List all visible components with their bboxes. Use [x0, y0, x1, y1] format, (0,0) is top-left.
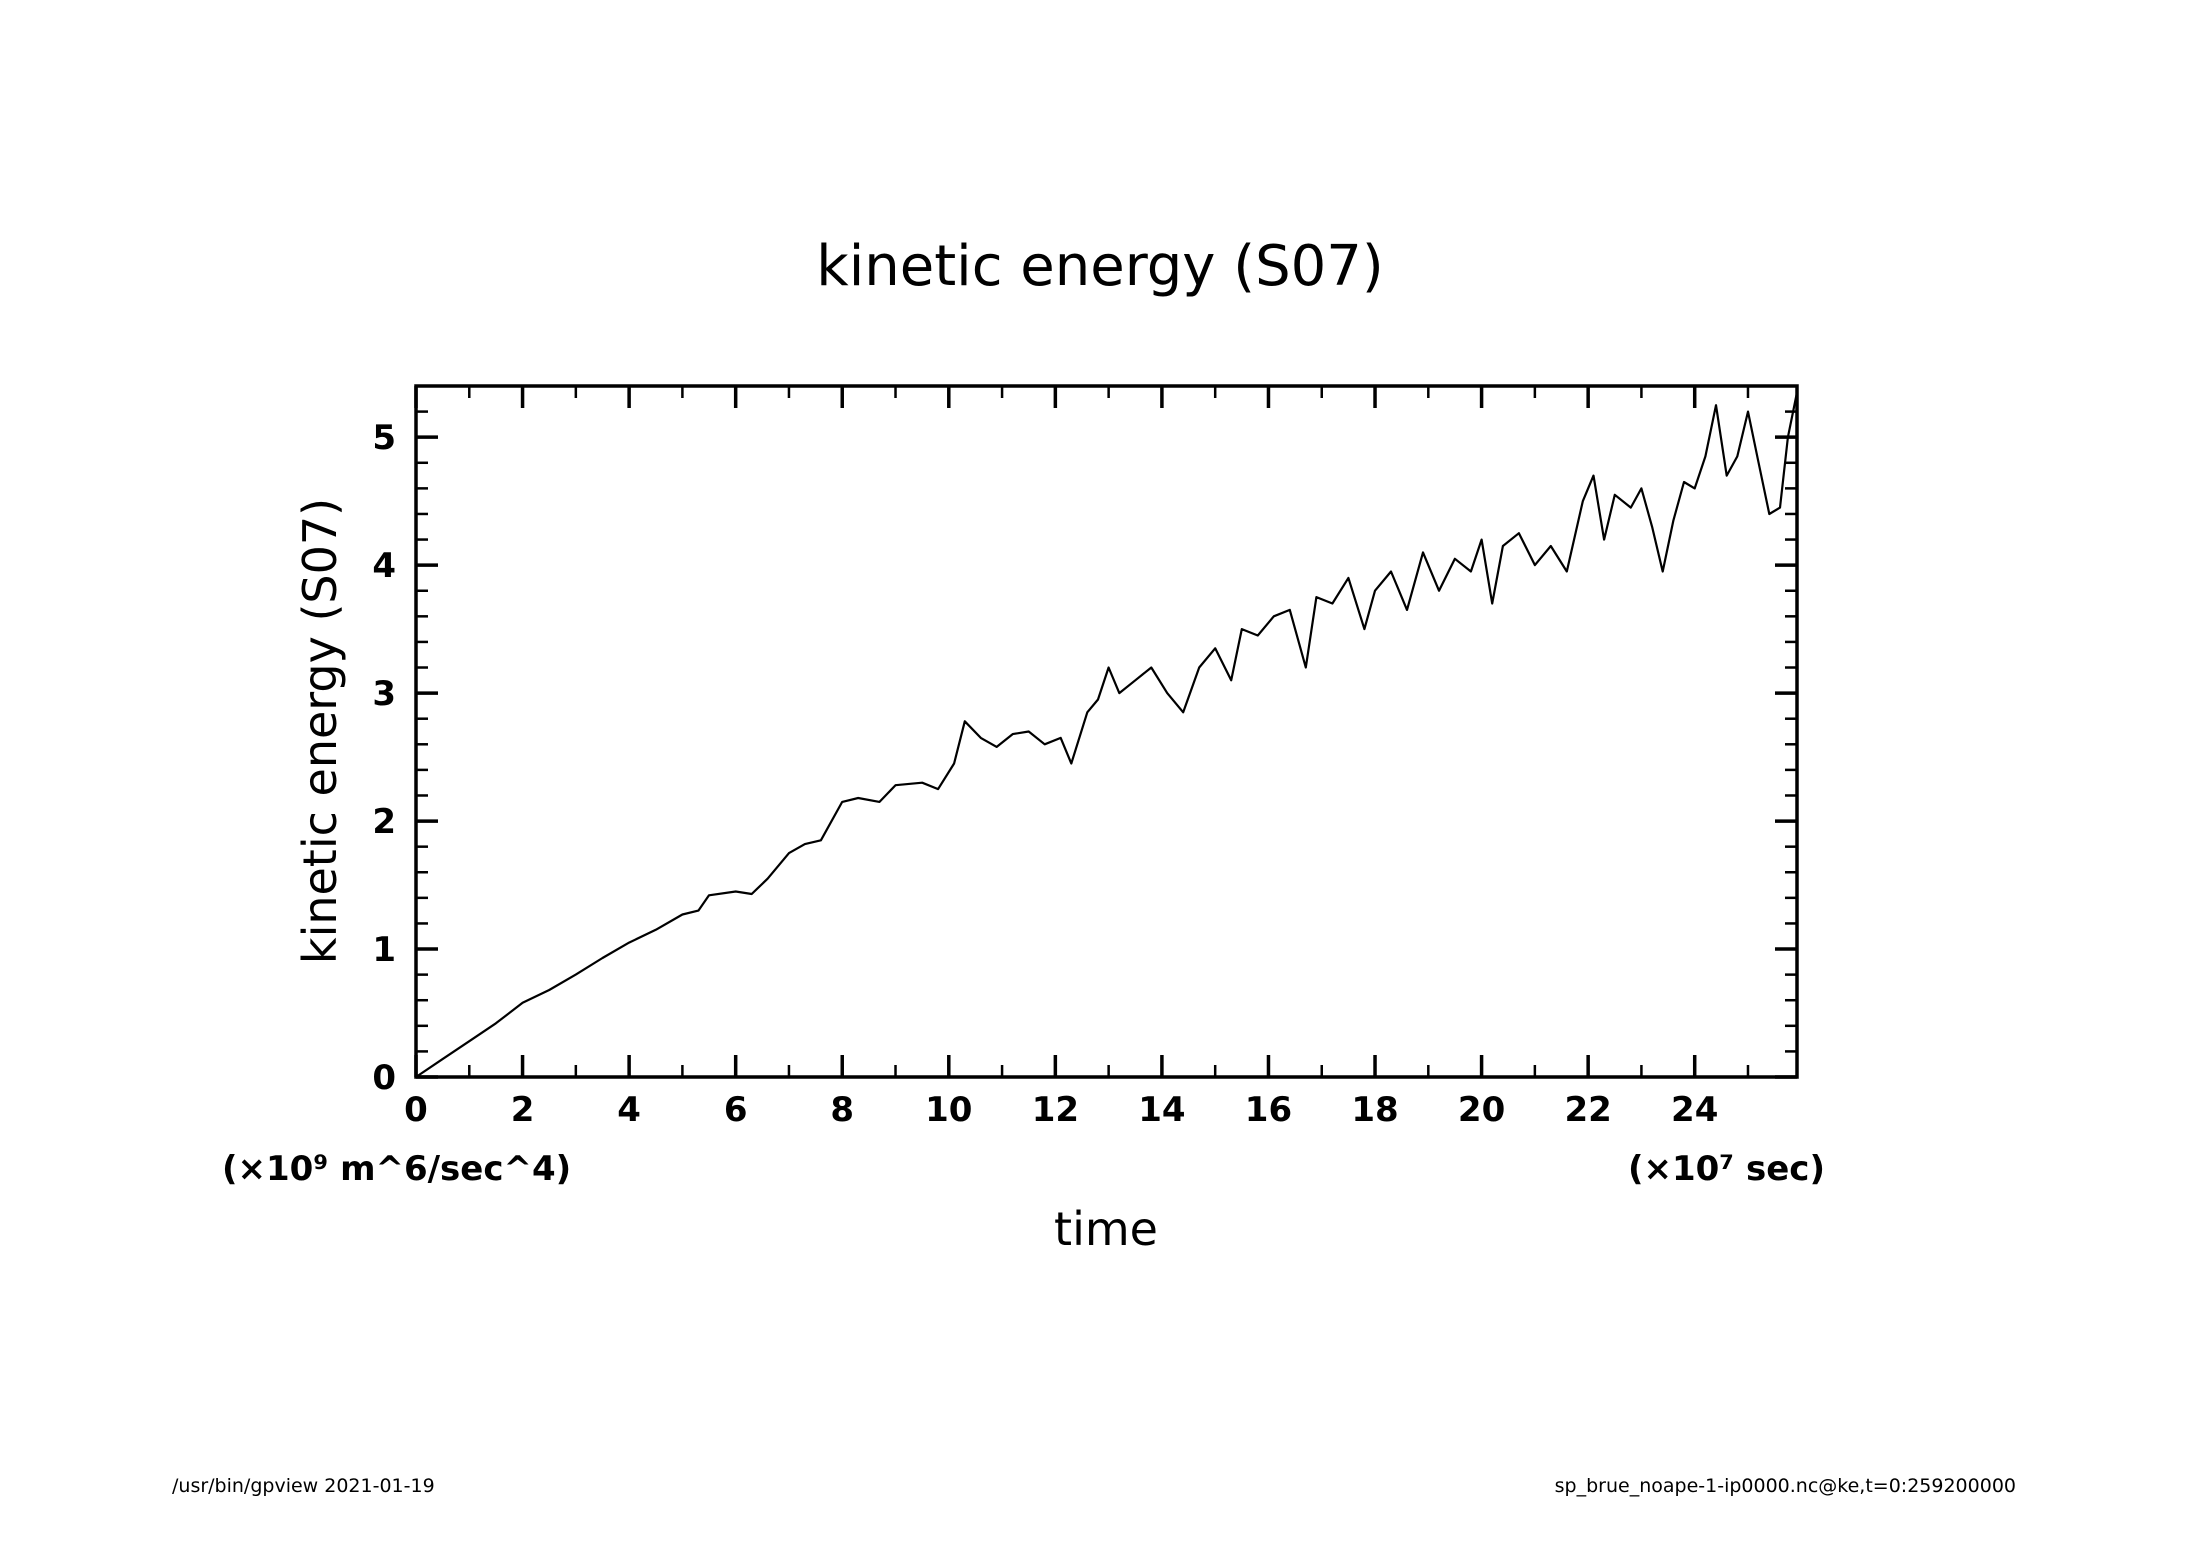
- series-line: [415, 392, 1799, 1078]
- y-axis-label: kinetic energy (S07): [293, 498, 347, 964]
- chart-title: kinetic energy (S07): [816, 234, 1383, 299]
- x-tick-label: 0: [404, 1090, 428, 1130]
- x-tick-label: 18: [1351, 1090, 1398, 1130]
- x-tick-label: 8: [830, 1090, 854, 1130]
- x-tick-label: 2: [511, 1090, 535, 1130]
- plot-frame: [414, 384, 1799, 1079]
- x-unit-label: (×10⁷ sec): [1628, 1149, 1825, 1189]
- y-tick-label: 3: [372, 674, 396, 714]
- footer-right: sp_brue_noape-1-ip0000.nc@ke,t=0:2592000…: [1555, 1475, 2016, 1497]
- footer-left: /usr/bin/gpview 2021-01-19: [172, 1475, 435, 1497]
- x-tick-label: 24: [1671, 1090, 1718, 1130]
- x-tick-label: 22: [1564, 1090, 1611, 1130]
- x-tick-label: 14: [1138, 1090, 1185, 1130]
- x-tick-label: 6: [724, 1090, 748, 1130]
- x-tick-label: 12: [1032, 1090, 1079, 1130]
- y-tick-label: 1: [372, 930, 396, 970]
- y-unit-label: (×10⁹ m^6/sec^4): [222, 1149, 571, 1189]
- x-tick-label: 4: [617, 1090, 641, 1130]
- y-tick-label: 0: [372, 1058, 396, 1098]
- y-tick-label: 5: [372, 418, 396, 458]
- x-tick-label: 16: [1245, 1090, 1292, 1130]
- x-axis-label: time: [1054, 1202, 1158, 1256]
- x-tick-label: 20: [1458, 1090, 1505, 1130]
- x-tick-label: 10: [925, 1090, 972, 1130]
- y-tick-label: 4: [372, 546, 396, 586]
- y-tick-label: 2: [372, 802, 396, 842]
